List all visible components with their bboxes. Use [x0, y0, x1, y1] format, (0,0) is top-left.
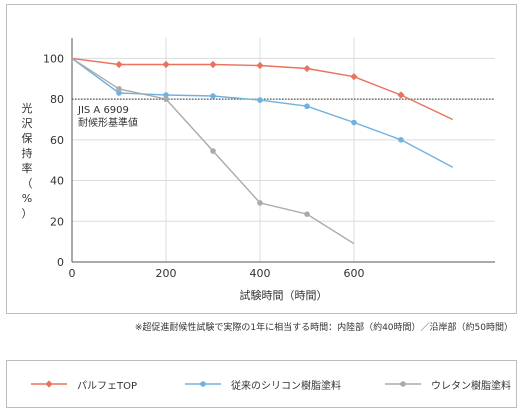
plot-area [72, 38, 495, 262]
legend-swatch [29, 378, 69, 390]
reference-label-standard: JIS A 6909 [77, 105, 129, 116]
chart: 0 20 40 60 80 100 0 200 400 600 JIS A 6909耐候形基準値試験… [22, 38, 495, 302]
legend-swatch [183, 378, 223, 390]
data-point [304, 103, 310, 110]
data-point [256, 61, 264, 70]
legend-item: パルフェTOP [29, 361, 137, 407]
data-point [398, 137, 404, 143]
y-tick-label: 80 [50, 93, 64, 106]
data-point [210, 93, 216, 99]
data-point [303, 64, 311, 73]
y-tick-label: 60 [50, 134, 64, 147]
reference-label-weather: 耐候形基準値 [78, 116, 138, 129]
data-point [115, 60, 123, 69]
data-point [209, 60, 217, 69]
y-tick-label: 40 [50, 175, 64, 188]
data-point [350, 73, 358, 81]
legend-label: パルフェTOP [77, 380, 138, 392]
y-axis-label: 光沢保持率（%） [22, 101, 33, 220]
legend-label: 従来のシリコン樹脂塗料 [231, 380, 341, 392]
x-axis-label: 試験時間（時間） [240, 288, 328, 302]
data-point [162, 60, 170, 69]
x-tick-label: 0 [69, 267, 76, 280]
data-point [257, 97, 263, 103]
data-point [351, 119, 357, 126]
legend-item: ウレタン樹脂塗料 [383, 361, 511, 407]
legend-label: ウレタン樹脂塗料 [431, 380, 511, 392]
chart-frame [6, 4, 517, 314]
x-tick-label: 600 [344, 267, 365, 280]
y-tick-label: 20 [50, 215, 64, 228]
legend-swatch [383, 378, 423, 390]
data-point [116, 86, 122, 92]
legend-item: 従来のシリコン樹脂塗料 [183, 361, 341, 407]
x-tick-label: 400 [250, 267, 271, 280]
data-point [163, 92, 169, 98]
legend: パルフェTOP 従来のシリコン樹脂塗料 ウレタン樹脂塗料 [6, 360, 517, 408]
data-point [304, 211, 310, 217]
data-point [210, 148, 216, 154]
data-point [163, 96, 169, 102]
x-tick-label: 200 [156, 267, 177, 280]
data-point [397, 91, 405, 99]
data-point [116, 90, 122, 96]
footnote: ※超促進耐候性試験で実際の1年に相当する時間：内陸部（約40時間）／沿岸部（約5… [134, 323, 513, 333]
y-tick-label: 0 [57, 256, 64, 269]
data-point [257, 200, 263, 206]
y-tick-label: 100 [43, 52, 64, 65]
